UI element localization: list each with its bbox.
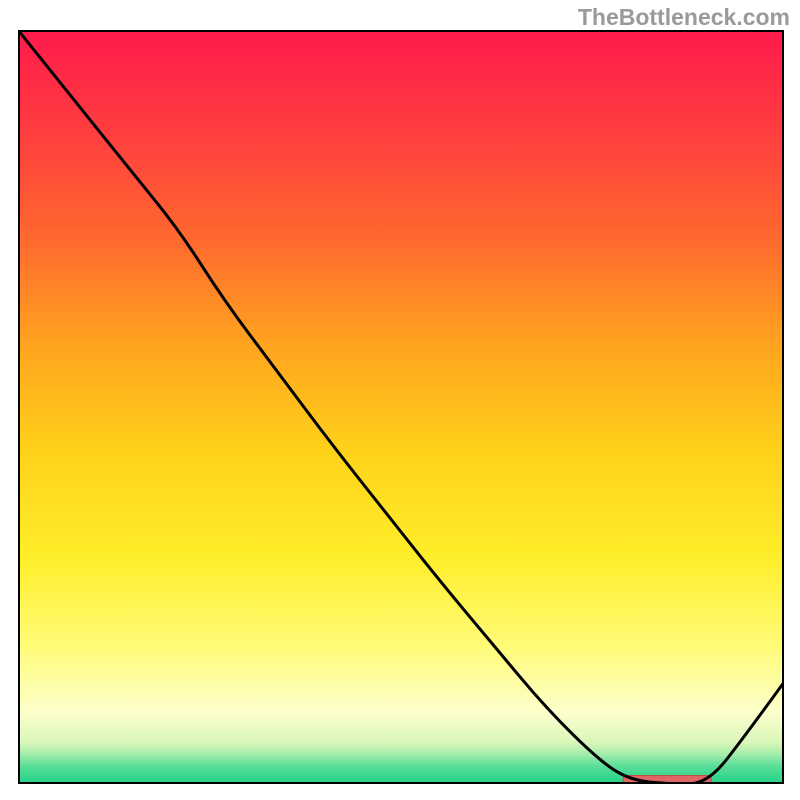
line-chart-svg: [18, 30, 784, 784]
watermark-text: TheBottleneck.com: [578, 4, 790, 31]
chart-root: TheBottleneck.com: [0, 0, 800, 800]
gradient-background: [18, 30, 784, 784]
plot-area: [18, 30, 784, 784]
